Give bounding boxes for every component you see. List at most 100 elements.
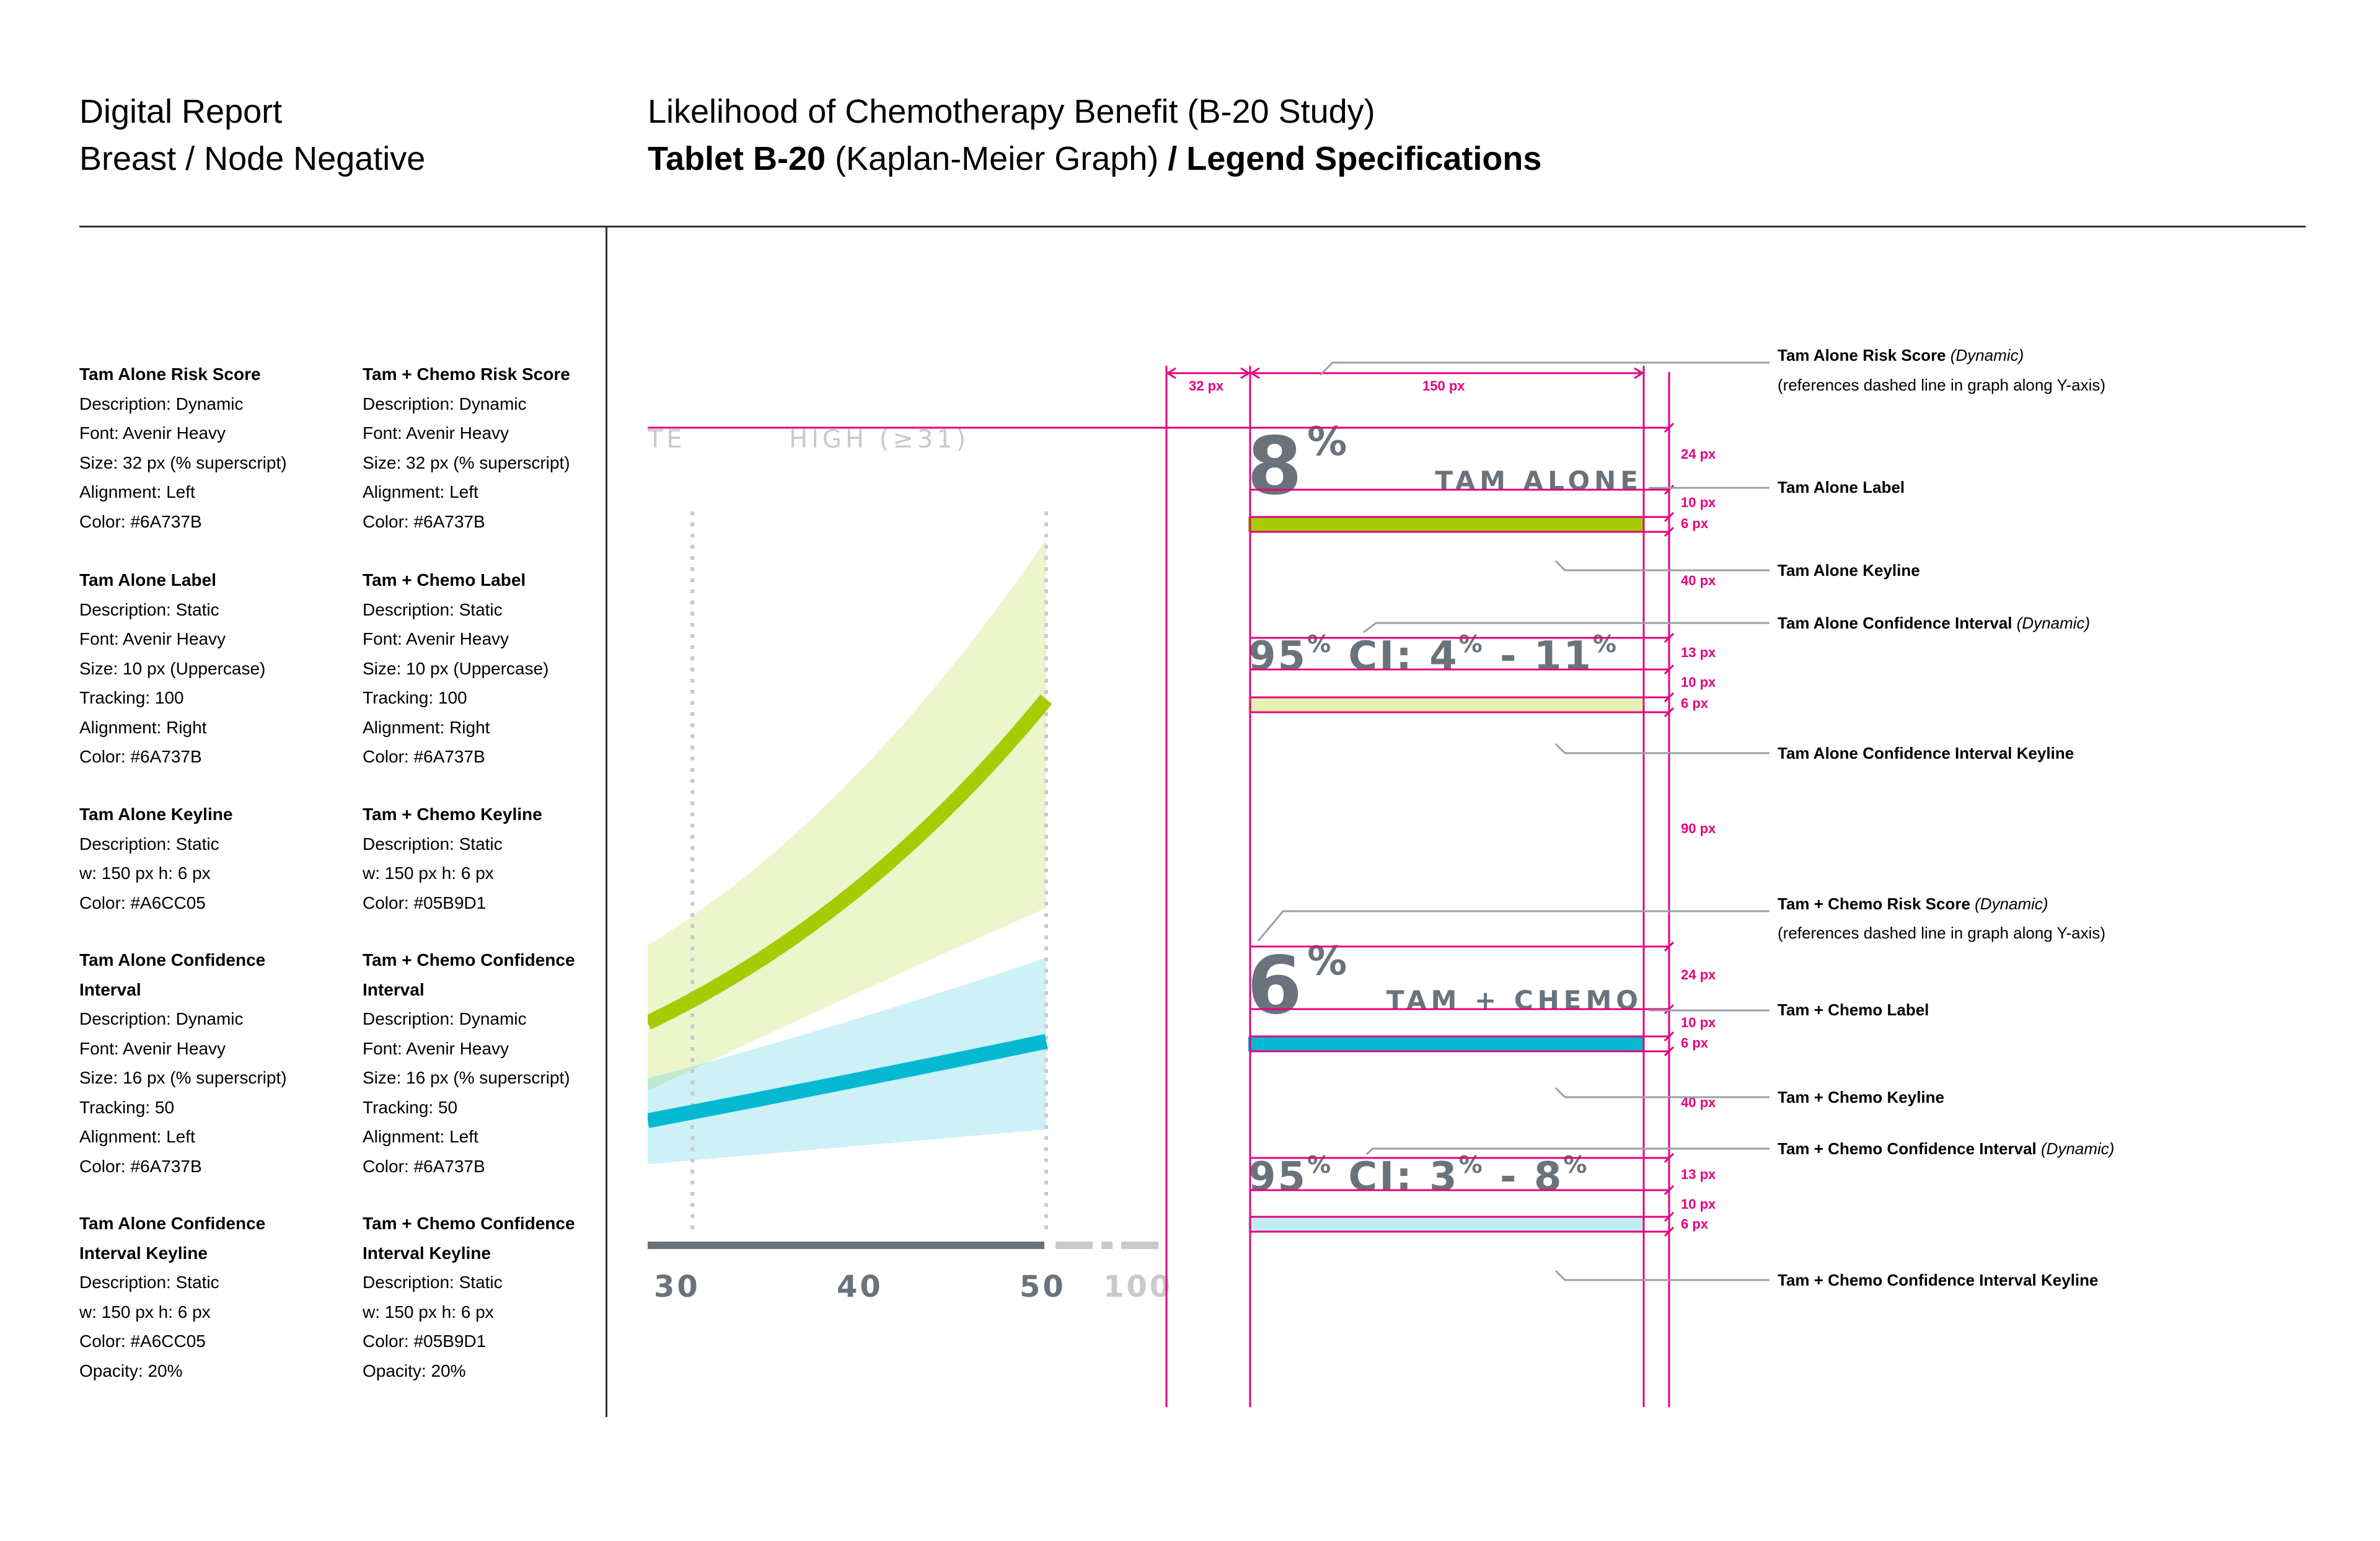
annotation-tam-alone-ci-keyline: Tam Alone Confidence Interval Keyline (1778, 744, 2074, 762)
spec-line: Color: #6A737B (79, 1156, 202, 1176)
spec-line: Description: Static (363, 599, 503, 619)
spec-title: Tam + Chemo Keyline (363, 805, 542, 824)
leader-line (1554, 1269, 1770, 1281)
spec-tam-chemo-keyline: Tam + Chemo Keyline Description: Static … (363, 800, 604, 917)
tam-chemo-risk-score: 6% (1247, 938, 1347, 1032)
spec-line: Alignment: Left (79, 482, 195, 501)
spec-line: Description: Dynamic (363, 1009, 527, 1028)
x-tick-label: 100 (1103, 1269, 1173, 1304)
x-tick-label: 40 (837, 1269, 883, 1304)
spec-line: Font: Avenir Heavy (79, 1038, 226, 1058)
tam-alone-ci: 95% CI: 4% - 11% (1248, 630, 1618, 679)
tam-chemo-keyline (1248, 1036, 1644, 1051)
spec-line: Opacity: 20% (363, 1361, 466, 1380)
spec-line: Alignment: Right (363, 717, 490, 737)
spec-tam-alone-ci-keyline: Tam Alone Confidence Interval Keyline De… (79, 1209, 315, 1385)
annotation-tam-alone-label: Tam Alone Label (1778, 478, 1905, 497)
spec-line: Size: 16 px (% superscript) (79, 1068, 287, 1087)
annotation-tam-alone-risk-score-sub: (references dashed line in graph along Y… (1778, 376, 2105, 394)
spec-line: Color: #6A737B (363, 747, 485, 766)
dim-label: 6 px (1681, 695, 1709, 711)
spec-line: Font: Avenir Heavy (79, 423, 226, 443)
spec-line: Font: Avenir Heavy (363, 629, 509, 648)
doc-title-line1: Digital Report (79, 93, 283, 130)
arrowhead (1166, 367, 1176, 379)
spec-title: Tam Alone Keyline (79, 805, 233, 824)
spec-title: Tam + Chemo Confidence Interval (363, 950, 575, 999)
spec-line: Font: Avenir Heavy (363, 1038, 509, 1058)
tam-chemo-label: TAM + CHEMO (1386, 985, 1642, 1015)
spec-tam-chemo-label: Tam + Chemo Label Description: Static Fo… (363, 565, 604, 772)
dim-label: 10 px (1681, 674, 1716, 690)
dim-32px: 32 px (1189, 378, 1224, 394)
spec-line: Opacity: 20% (79, 1361, 183, 1380)
dim-label: 13 px (1681, 645, 1716, 660)
spec-line: w: 150 px h: 6 px (79, 863, 211, 883)
spec-line: Alignment: Left (79, 1127, 195, 1146)
annotation-tam-chemo-risk-score-sub: (references dashed line in graph along Y… (1778, 924, 2105, 942)
spec-line: Description: Static (79, 1273, 219, 1292)
spec-line: Color: #6A737B (79, 511, 202, 531)
annotation-tam-chemo-ci: Tam + Chemo Confidence Interval (Dynamic… (1778, 1139, 2114, 1158)
category-label-high: HIGH (≥31) (789, 425, 969, 454)
spec-title: Tam Alone Confidence Interval (79, 950, 266, 999)
spec-tam-chemo-ci-keyline: Tam + Chemo Confidence Interval Keyline … (363, 1209, 598, 1385)
spec-line: Tracking: 100 (79, 688, 184, 707)
leader-line (1363, 622, 1770, 634)
doc-subtitle-line1: Likelihood of Chemotherapy Benefit (B-20… (648, 93, 1375, 130)
category-label-left: TE (647, 425, 686, 454)
leader-line (1257, 910, 1770, 942)
spec-line: Description: Static (363, 834, 503, 854)
annotation-tam-chemo-keyline: Tam + Chemo Keyline (1778, 1088, 1944, 1106)
annotation-tam-alone-ci: Tam Alone Confidence Interval (Dynamic) (1778, 614, 2090, 632)
dim-label: 90 px (1681, 821, 1716, 836)
km-graph: TE HIGH (≥31) 30 40 50 100 E RESULT (647, 425, 1173, 1304)
spec-line: Tracking: 100 (363, 688, 467, 707)
legend-spec-label: / Legend Specifications (1168, 140, 1542, 177)
spec-tam-alone-label: Tam Alone Label Description: Static Font… (79, 565, 352, 772)
spec-tam-alone-risk-score: Tam Alone Risk Score Description: Dynami… (79, 360, 352, 536)
spec-line: Size: 10 px (Uppercase) (363, 658, 549, 678)
doc-title-left: Digital Report Breast / Node Negative (79, 88, 425, 182)
arrowhead (1634, 367, 1644, 379)
tam-chemo-ci-band (648, 958, 1046, 1164)
doc-title-right: Likelihood of Chemotherapy Benefit (B-20… (648, 88, 1541, 182)
spec-line: Size: 16 px (% superscript) (363, 1068, 570, 1087)
spec-line: Description: Dynamic (79, 1009, 244, 1028)
tam-alone-keyline (1248, 517, 1644, 532)
spec-title: Tam Alone Risk Score (79, 364, 261, 384)
graph-type: (Kaplan-Meier Graph) (826, 140, 1168, 177)
spec-line: Color: #6A737B (363, 511, 485, 531)
spec-tam-alone-keyline: Tam Alone Keyline Description: Static w:… (79, 800, 352, 917)
spec-line: Description: Static (79, 599, 219, 619)
leader-line (1554, 560, 1770, 572)
spec-line: w: 150 px h: 6 px (363, 1302, 494, 1322)
doc-title-line2: Breast / Node Negative (79, 140, 426, 177)
dim-label: 24 px (1681, 967, 1716, 982)
tablet-label: Tablet B-20 (648, 140, 826, 177)
spec-line: Description: Dynamic (363, 394, 527, 413)
annotation-tam-chemo-label: Tam + Chemo Label (1778, 1000, 1929, 1019)
spec-line: Description: Static (79, 834, 219, 854)
spec-title: Tam + Chemo Label (363, 570, 526, 589)
spec-line: Alignment: Left (363, 482, 478, 501)
spec-line: Tracking: 50 (363, 1097, 458, 1117)
dim-label: 40 px (1681, 573, 1716, 588)
dim-label: 10 px (1681, 1015, 1716, 1030)
doc-subtitle-line2: Tablet B-20 (Kaplan-Meier Graph) / Legen… (648, 135, 1541, 182)
x-tick-label: 30 (654, 1269, 700, 1304)
dim-label: 6 px (1681, 1035, 1709, 1051)
spec-title: Tam + Chemo Confidence Interval Keyline (363, 1214, 575, 1263)
dim-label: 24 px (1681, 446, 1716, 462)
spec-line: Color: #05B9D1 (363, 893, 487, 912)
tam-chemo-ci: 95% CI: 3% - 8% (1248, 1151, 1589, 1200)
spec-tam-chemo-ci: Tam + Chemo Confidence Interval Descript… (363, 945, 598, 1181)
spec-line: Color: #05B9D1 (363, 1331, 487, 1351)
spec-line: Size: 32 px (% superscript) (79, 453, 287, 472)
dim-label: 6 px (1681, 516, 1709, 531)
spec-line: Alignment: Left (363, 1127, 478, 1146)
dim-label: 10 px (1681, 1196, 1716, 1212)
arrowhead (1250, 367, 1260, 379)
spec-line: w: 150 px h: 6 px (79, 1302, 211, 1322)
